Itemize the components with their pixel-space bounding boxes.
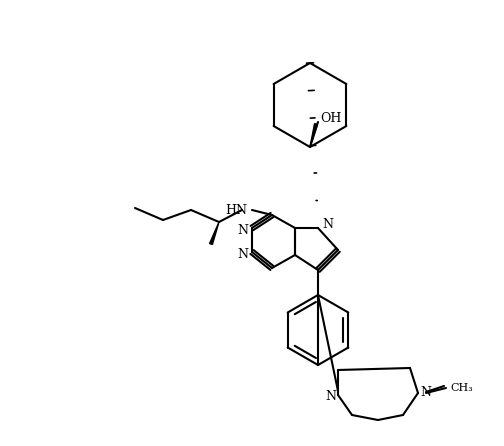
Text: N: N (237, 223, 248, 236)
Polygon shape (210, 222, 219, 244)
Text: N: N (325, 391, 336, 404)
Text: OH: OH (320, 112, 341, 125)
Text: N: N (420, 387, 431, 400)
Polygon shape (310, 124, 318, 147)
Text: CH₃: CH₃ (450, 383, 473, 393)
Text: N: N (237, 248, 248, 260)
Text: HN: HN (225, 203, 247, 216)
Text: N: N (322, 218, 333, 231)
